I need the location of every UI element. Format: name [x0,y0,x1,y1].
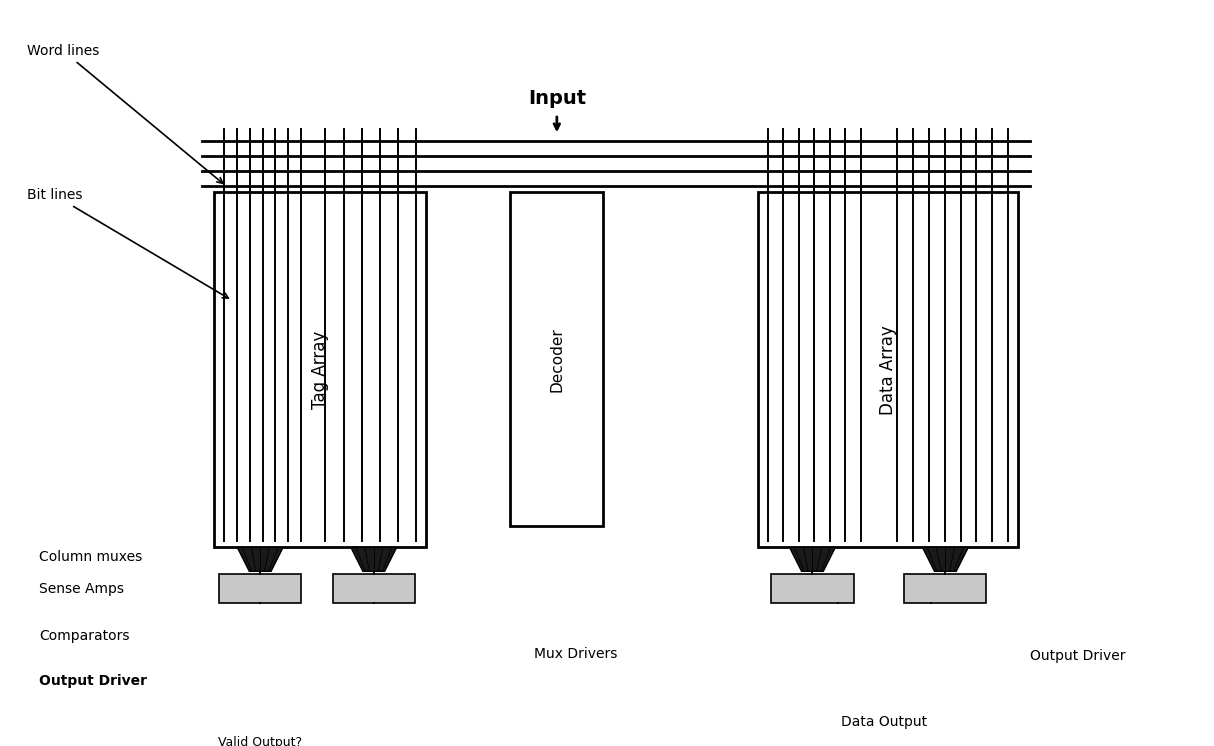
Bar [220,664,323,697]
Bar [771,574,853,604]
Text: Input: Input [528,89,586,108]
Bar [333,574,415,604]
Bar [209,616,460,645]
Bar [904,574,987,604]
Text: Sense Amps: Sense Amps [39,582,124,596]
Text: Word lines: Word lines [27,44,222,184]
Bar [197,619,458,648]
Text: Output Driver: Output Driver [1029,650,1125,663]
Bar [214,192,426,548]
Bar [185,623,455,652]
Polygon shape [789,548,835,571]
Bar [344,668,435,700]
Polygon shape [237,548,283,571]
Text: Valid Output?: Valid Output? [219,736,302,746]
Text: Decoder: Decoder [550,327,565,392]
Text: Mux Drivers: Mux Drivers [534,647,618,661]
Bar [220,612,463,641]
Text: Tag Array: Tag Array [311,330,329,409]
Text: Column muxes: Column muxes [39,551,142,564]
Text: Data Array: Data Array [879,325,897,415]
Bar [510,192,603,526]
Bar [794,664,881,697]
Bar [887,664,975,697]
Bar [334,671,425,704]
Text: Data Output: Data Output [841,715,927,729]
Bar [219,574,301,604]
Bar [353,664,444,697]
Text: Bit lines: Bit lines [27,188,228,298]
Text: Output Driver: Output Driver [39,674,147,688]
Polygon shape [923,548,969,571]
Polygon shape [351,548,397,571]
Bar [758,192,1017,548]
Text: Comparators: Comparators [39,629,130,643]
